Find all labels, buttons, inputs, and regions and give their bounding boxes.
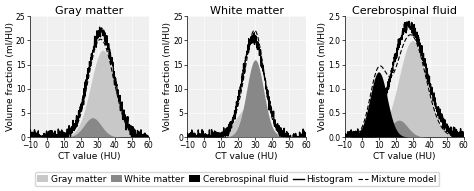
X-axis label: CT value (HU): CT value (HU) [215,152,278,161]
Title: Gray matter: Gray matter [55,6,123,15]
Title: Cerebrospinal fluid: Cerebrospinal fluid [352,6,456,15]
Title: White matter: White matter [210,6,283,15]
Y-axis label: Volume fraction (ml/HU): Volume fraction (ml/HU) [6,22,15,131]
X-axis label: CT value (HU): CT value (HU) [58,152,120,161]
Legend: Gray matter, White matter, Cerebrospinal fluid, Histogram, Mixture model: Gray matter, White matter, Cerebrospinal… [35,172,439,186]
Y-axis label: Volume fraction (ml/HU): Volume fraction (ml/HU) [163,22,172,131]
Y-axis label: Volume fraction (ml/HU): Volume fraction (ml/HU) [318,22,327,131]
X-axis label: CT value (HU): CT value (HU) [373,152,435,161]
